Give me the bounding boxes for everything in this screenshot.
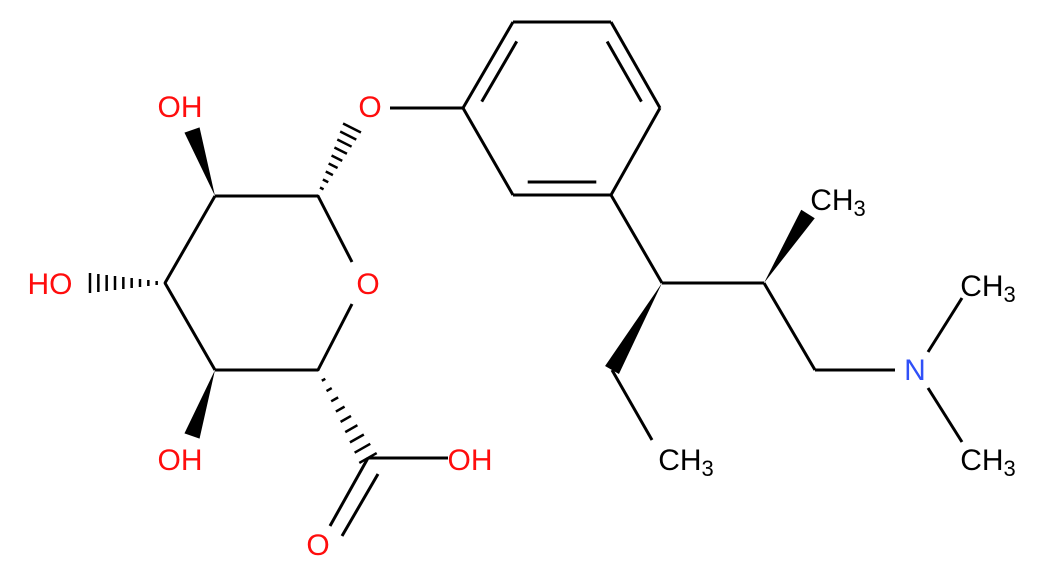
bond xyxy=(609,21,662,109)
hashed-bond xyxy=(333,146,348,155)
hashed-bond xyxy=(339,130,357,141)
atom-symbol: CH xyxy=(810,184,853,217)
atom-symbol: O xyxy=(358,91,381,124)
hashed-bond xyxy=(336,138,353,148)
bond xyxy=(926,387,964,443)
wedge-bond xyxy=(605,283,662,374)
atom-symbol: O xyxy=(306,529,329,562)
wedge-bond xyxy=(764,209,815,283)
hashed-bond xyxy=(349,433,365,444)
bond xyxy=(461,21,515,109)
hashed-bond xyxy=(330,154,343,163)
bond xyxy=(609,194,664,284)
bond xyxy=(480,40,519,103)
atom-symbol: O xyxy=(356,268,379,301)
bond xyxy=(610,369,654,441)
hashed-bond xyxy=(328,162,339,170)
hashed-bond xyxy=(325,170,334,177)
bond xyxy=(926,297,964,353)
atom-label: CH3 xyxy=(960,270,1016,307)
atom-label: OH xyxy=(448,444,493,477)
bond xyxy=(340,473,380,537)
atom-label: CH3 xyxy=(960,444,1016,481)
hashed-bond xyxy=(330,396,339,403)
atom-label: OH xyxy=(158,91,203,124)
hashed-bond xyxy=(316,368,320,372)
hashed-bond xyxy=(335,405,346,413)
hashed-bond xyxy=(339,414,352,423)
atom-symbol: CH xyxy=(960,444,1003,477)
atom-symbol: OH xyxy=(448,444,493,477)
bond xyxy=(605,40,643,103)
bond xyxy=(316,303,354,371)
atom-subscript: 3 xyxy=(1004,456,1016,481)
atom-symbol: CH xyxy=(960,270,1003,303)
bond xyxy=(762,282,817,371)
atom-label: OH xyxy=(158,444,203,477)
bond xyxy=(163,195,217,284)
atom-label: CH3 xyxy=(658,444,714,481)
atom-subscript: 3 xyxy=(1004,282,1016,307)
atom-label: O xyxy=(358,91,381,124)
hashed-bond xyxy=(321,377,326,382)
bond xyxy=(461,107,515,196)
atom-label: O xyxy=(356,268,379,301)
bond xyxy=(163,282,217,371)
hashed-bond xyxy=(354,442,371,454)
bond xyxy=(316,195,354,263)
hashed-bond xyxy=(319,186,325,191)
atom-symbol: OH xyxy=(158,91,203,124)
atom-subscript: 3 xyxy=(854,196,866,221)
bonds xyxy=(88,20,964,537)
atom-symbol: N xyxy=(904,354,926,387)
atom-label: CH3 xyxy=(810,184,866,221)
atom-label: HO xyxy=(28,268,73,301)
atom-symbol: HO xyxy=(28,268,73,301)
atom-label: N xyxy=(904,354,926,387)
hashed-bond xyxy=(322,178,329,184)
bond xyxy=(609,107,662,196)
hashed-bond xyxy=(344,424,359,434)
atom-label: O xyxy=(306,529,329,562)
hashed-bond xyxy=(342,122,362,134)
atom-subscript: 3 xyxy=(702,456,714,481)
wedge-bond xyxy=(184,370,215,439)
hashed-bond xyxy=(325,386,333,393)
atom-symbol: OH xyxy=(158,444,203,477)
bond xyxy=(328,457,370,527)
wedge-bond xyxy=(184,127,215,196)
atom-symbol: CH xyxy=(658,444,701,477)
